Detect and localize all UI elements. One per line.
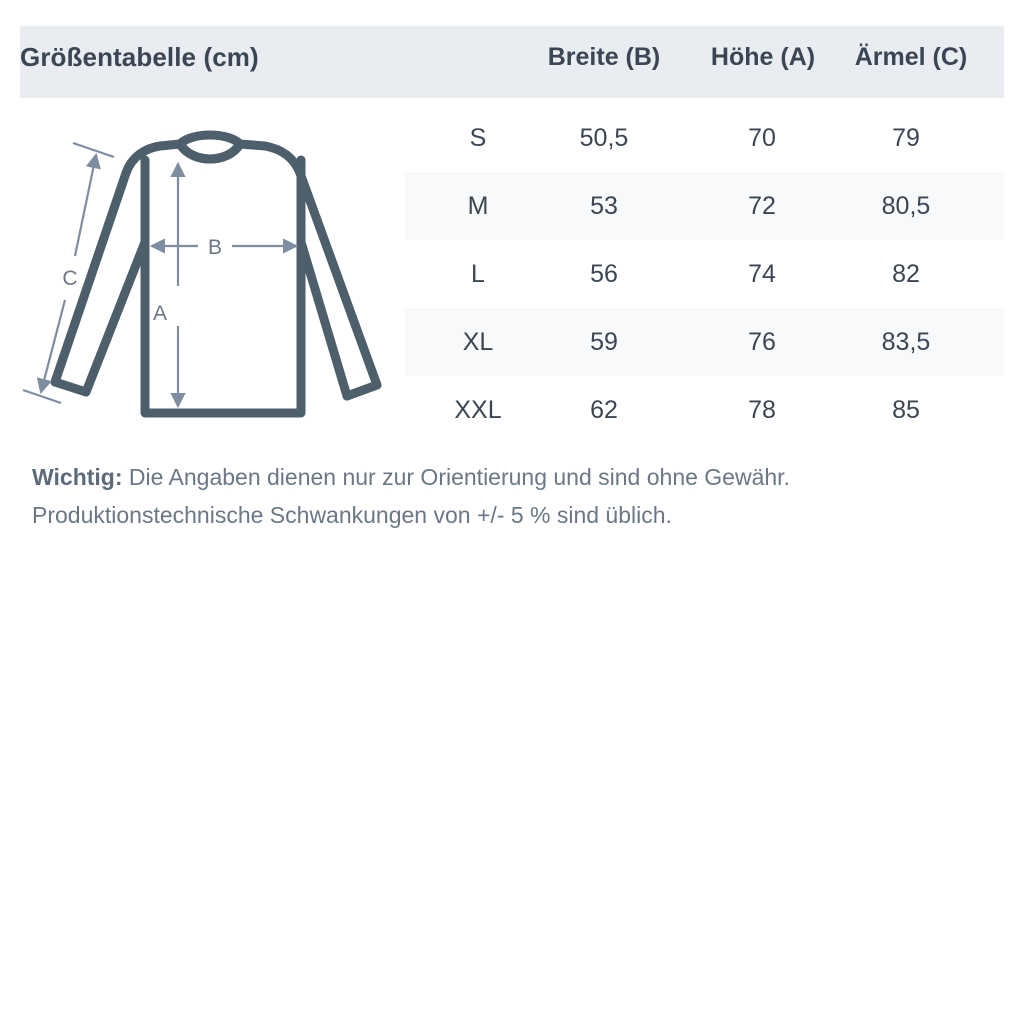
cell-size: XXL (454, 396, 502, 424)
dimension-b-label: B (208, 236, 222, 259)
cell-width: 62 (590, 396, 618, 424)
column-header-hoehe: Höhe (A) (710, 43, 816, 71)
table-header-band (20, 26, 1004, 98)
table-row (405, 240, 1004, 308)
column-header-aermel: Ärmel (C) (854, 43, 968, 71)
cell-height: 72 (748, 192, 776, 220)
cell-height: 78 (748, 396, 776, 424)
cell-sleeve: 79 (892, 124, 920, 152)
cell-width: 56 (590, 260, 618, 288)
table-row (405, 104, 1004, 172)
cell-width: 53 (590, 192, 618, 220)
cell-sleeve: 85 (892, 396, 920, 424)
dimension-a-label: A (153, 302, 167, 325)
cell-size: L (471, 260, 485, 288)
cell-sleeve: 82 (892, 260, 920, 288)
cell-height: 76 (748, 328, 776, 356)
cell-sleeve: 83,5 (881, 328, 931, 356)
shirt-diagram: B A C (20, 120, 410, 440)
cell-size: S (469, 124, 487, 152)
column-header-breite: Breite (B) (547, 43, 661, 71)
cell-height: 70 (748, 124, 776, 152)
footnote-text-1: Die Angaben dienen nur zur Orientierung … (122, 464, 790, 490)
footnote-lead: Wichtig: (32, 464, 123, 490)
cell-sleeve: 80,5 (881, 192, 931, 220)
dimension-c-label: C (62, 267, 77, 290)
cell-size: M (467, 192, 489, 220)
page-title: Größentabelle (cm) (20, 42, 259, 72)
table-row (405, 376, 1004, 444)
footnote-line-1: Wichtig: Die Angaben dienen nur zur Orie… (32, 458, 992, 496)
cell-width: 50,5 (579, 124, 629, 152)
footnote-line-2: Produktionstechnische Schwankungen von +… (32, 502, 672, 528)
table-row (405, 172, 1004, 240)
cell-size: XL (462, 328, 494, 356)
dimension-c-arrow (22, 141, 115, 405)
cell-height: 74 (748, 260, 776, 288)
shirt-outline-icon (50, 130, 382, 418)
footnote: Wichtig: Die Angaben dienen nur zur Orie… (32, 458, 992, 534)
cell-width: 59 (590, 328, 618, 356)
table-row (405, 308, 1004, 376)
